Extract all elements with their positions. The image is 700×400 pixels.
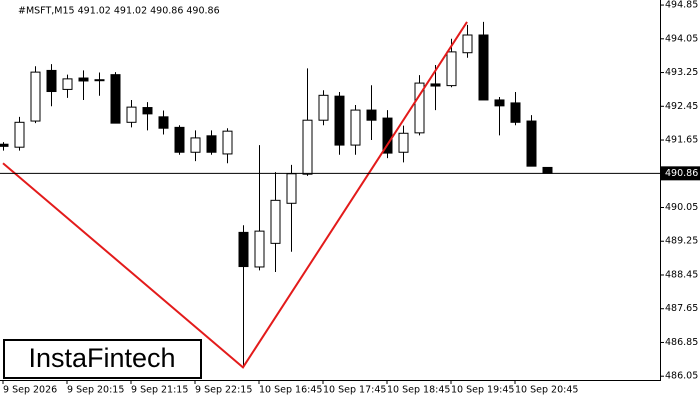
candle-body xyxy=(270,199,281,244)
chart-title: #MSFT,M15 491.02 491.02 490.86 490.86 xyxy=(18,6,220,17)
x-tick-label: 9 Sep 2026 xyxy=(3,385,57,396)
candle-body xyxy=(366,109,377,121)
x-tick-label: 9 Sep 21:15 xyxy=(131,385,188,396)
x-tick-label: 9 Sep 22:15 xyxy=(195,385,252,396)
y-tick-label: 490.05 xyxy=(665,202,698,213)
candle-body xyxy=(0,143,9,147)
candle-body xyxy=(494,99,505,107)
price-label-box xyxy=(661,166,700,181)
candle-body xyxy=(334,95,345,146)
y-tick-label: 489.25 xyxy=(665,236,698,247)
candle-body xyxy=(30,71,41,122)
x-tick-label: 10 Sep 17:45 xyxy=(323,385,386,396)
x-tick-label: 10 Sep 19:45 xyxy=(451,385,514,396)
y-tick-label: 492.45 xyxy=(665,101,698,112)
candle-body xyxy=(302,119,313,175)
y-tick-label: 491.65 xyxy=(665,135,698,146)
candle-body xyxy=(94,79,105,82)
candle-body xyxy=(142,107,153,115)
y-tick-label: 493.25 xyxy=(665,67,698,78)
candle-body xyxy=(398,132,409,153)
pattern-line xyxy=(2,21,468,369)
y-tick-label: 494.05 xyxy=(665,33,698,44)
candle-body xyxy=(382,117,393,154)
watermark-box xyxy=(3,339,202,379)
candle-body xyxy=(542,166,553,174)
candle-body xyxy=(286,173,297,204)
price-label: 490.86 xyxy=(665,168,698,179)
x-tick-label: 10 Sep 20:45 xyxy=(515,385,578,396)
candle-body xyxy=(430,83,441,87)
x-tick-label: 10 Sep 16:45 xyxy=(259,385,322,396)
candle-body xyxy=(174,126,185,153)
candle-body xyxy=(254,230,265,268)
candle-body xyxy=(446,51,457,87)
candle-body xyxy=(462,34,473,54)
candle-body xyxy=(350,109,361,146)
y-tick-label: 486.85 xyxy=(665,337,698,348)
x-tick-label: 10 Sep 18:45 xyxy=(387,385,450,396)
x-tick-label: 9 Sep 20:15 xyxy=(67,385,124,396)
candle-body xyxy=(206,135,217,153)
candle-body xyxy=(238,231,249,268)
candle-body xyxy=(158,116,169,129)
y-tick-label: 488.45 xyxy=(665,269,698,280)
y-tick-label: 494.85 xyxy=(665,0,698,11)
y-tick-label: 486.05 xyxy=(665,371,698,382)
candle-body xyxy=(110,74,121,124)
candle-body xyxy=(318,94,329,121)
candle-body xyxy=(414,82,425,134)
candle-body xyxy=(78,77,89,82)
candle-body xyxy=(126,106,137,123)
watermark: InstaFintech xyxy=(3,339,202,379)
y-tick-label: 487.65 xyxy=(665,303,698,314)
candle-body xyxy=(62,78,73,90)
watermark-text: InstaFintech xyxy=(28,343,175,373)
candle-body xyxy=(46,69,57,93)
candle-body xyxy=(526,120,537,167)
candle-body xyxy=(478,34,489,101)
candle-body xyxy=(14,121,25,148)
candle-body xyxy=(510,102,521,123)
candle-body xyxy=(190,137,201,153)
candle-body xyxy=(222,130,233,155)
